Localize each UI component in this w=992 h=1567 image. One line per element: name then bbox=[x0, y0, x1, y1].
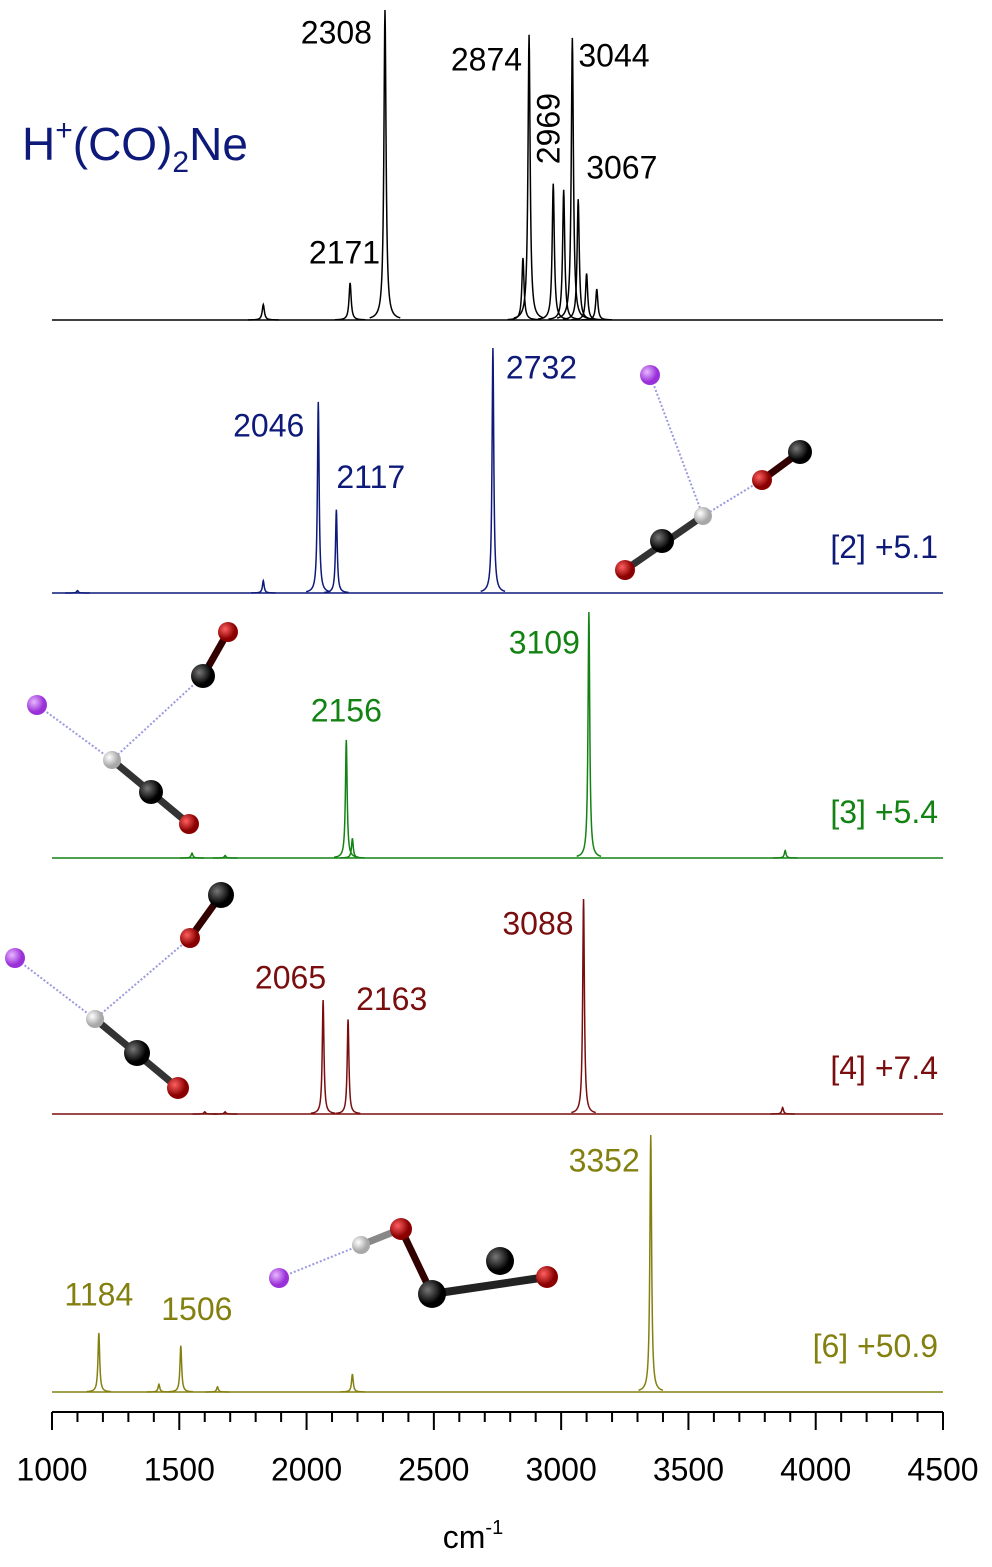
peak bbox=[324, 510, 348, 593]
peak bbox=[770, 1108, 794, 1114]
peak bbox=[87, 1333, 111, 1392]
x-tick-label: 1500 bbox=[144, 1451, 215, 1487]
peak bbox=[571, 899, 595, 1113]
peak bbox=[370, 10, 401, 318]
peak bbox=[481, 348, 505, 591]
peak-label: 2874 bbox=[451, 41, 522, 77]
chart-title: H+(CO)2Ne bbox=[22, 114, 248, 179]
x-tick-label: 3000 bbox=[526, 1451, 597, 1487]
molecule-2 bbox=[615, 365, 812, 580]
peak bbox=[514, 35, 545, 318]
peak-label: 3067 bbox=[586, 150, 657, 186]
peak bbox=[639, 1135, 663, 1390]
peak bbox=[336, 1019, 360, 1113]
peak-label: 3352 bbox=[569, 1142, 640, 1178]
peak bbox=[334, 740, 358, 857]
peak-label: 2117 bbox=[336, 459, 405, 495]
peak bbox=[773, 851, 797, 858]
peak-label: 2065 bbox=[255, 960, 326, 996]
peak-label: 2969 bbox=[531, 93, 567, 164]
series-label: [6] +50.9 bbox=[813, 1328, 938, 1364]
peak-label: 3044 bbox=[578, 37, 649, 73]
peak-label: 2163 bbox=[356, 981, 427, 1017]
peak bbox=[251, 581, 275, 593]
peak bbox=[577, 612, 601, 856]
series-label: [3] +5.4 bbox=[830, 794, 938, 830]
peak-label: 3088 bbox=[502, 905, 573, 941]
series-label: [4] +7.4 bbox=[830, 1050, 938, 1086]
x-tick-label: 4500 bbox=[907, 1451, 978, 1487]
peak bbox=[335, 283, 366, 320]
peak bbox=[340, 1374, 364, 1392]
x-tick-label: 1000 bbox=[16, 1451, 87, 1487]
peak-label: 2308 bbox=[301, 14, 372, 50]
peak-label: 2046 bbox=[233, 407, 304, 443]
molecule-4 bbox=[5, 882, 234, 1099]
peak bbox=[147, 1384, 171, 1392]
series-label: [2] +5.1 bbox=[830, 529, 938, 565]
peak bbox=[311, 1000, 335, 1113]
x-tick-label: 4000 bbox=[780, 1451, 851, 1487]
x-tick-label: 3500 bbox=[653, 1451, 724, 1487]
peak-label: 2156 bbox=[311, 692, 382, 728]
peak-label: 3109 bbox=[509, 624, 580, 660]
peak bbox=[306, 402, 330, 592]
x-tick-label: 2000 bbox=[271, 1451, 342, 1487]
x-tick-label: 2500 bbox=[398, 1451, 469, 1487]
chart: H+(CO)2Ne cm-1 217123082874296930 bbox=[0, 0, 992, 1562]
peak-label: 1506 bbox=[161, 1291, 232, 1327]
peak bbox=[180, 853, 204, 858]
peak bbox=[205, 1387, 229, 1392]
molecule-6 bbox=[269, 1218, 558, 1308]
peak-label: 2732 bbox=[506, 349, 577, 385]
x-axis-title: cm-1 bbox=[443, 1517, 503, 1555]
molecule-3 bbox=[27, 622, 238, 834]
peak-label: 1184 bbox=[64, 1276, 133, 1312]
peak-label: 2171 bbox=[309, 234, 380, 270]
peak bbox=[248, 305, 279, 320]
peak bbox=[169, 1346, 193, 1392]
